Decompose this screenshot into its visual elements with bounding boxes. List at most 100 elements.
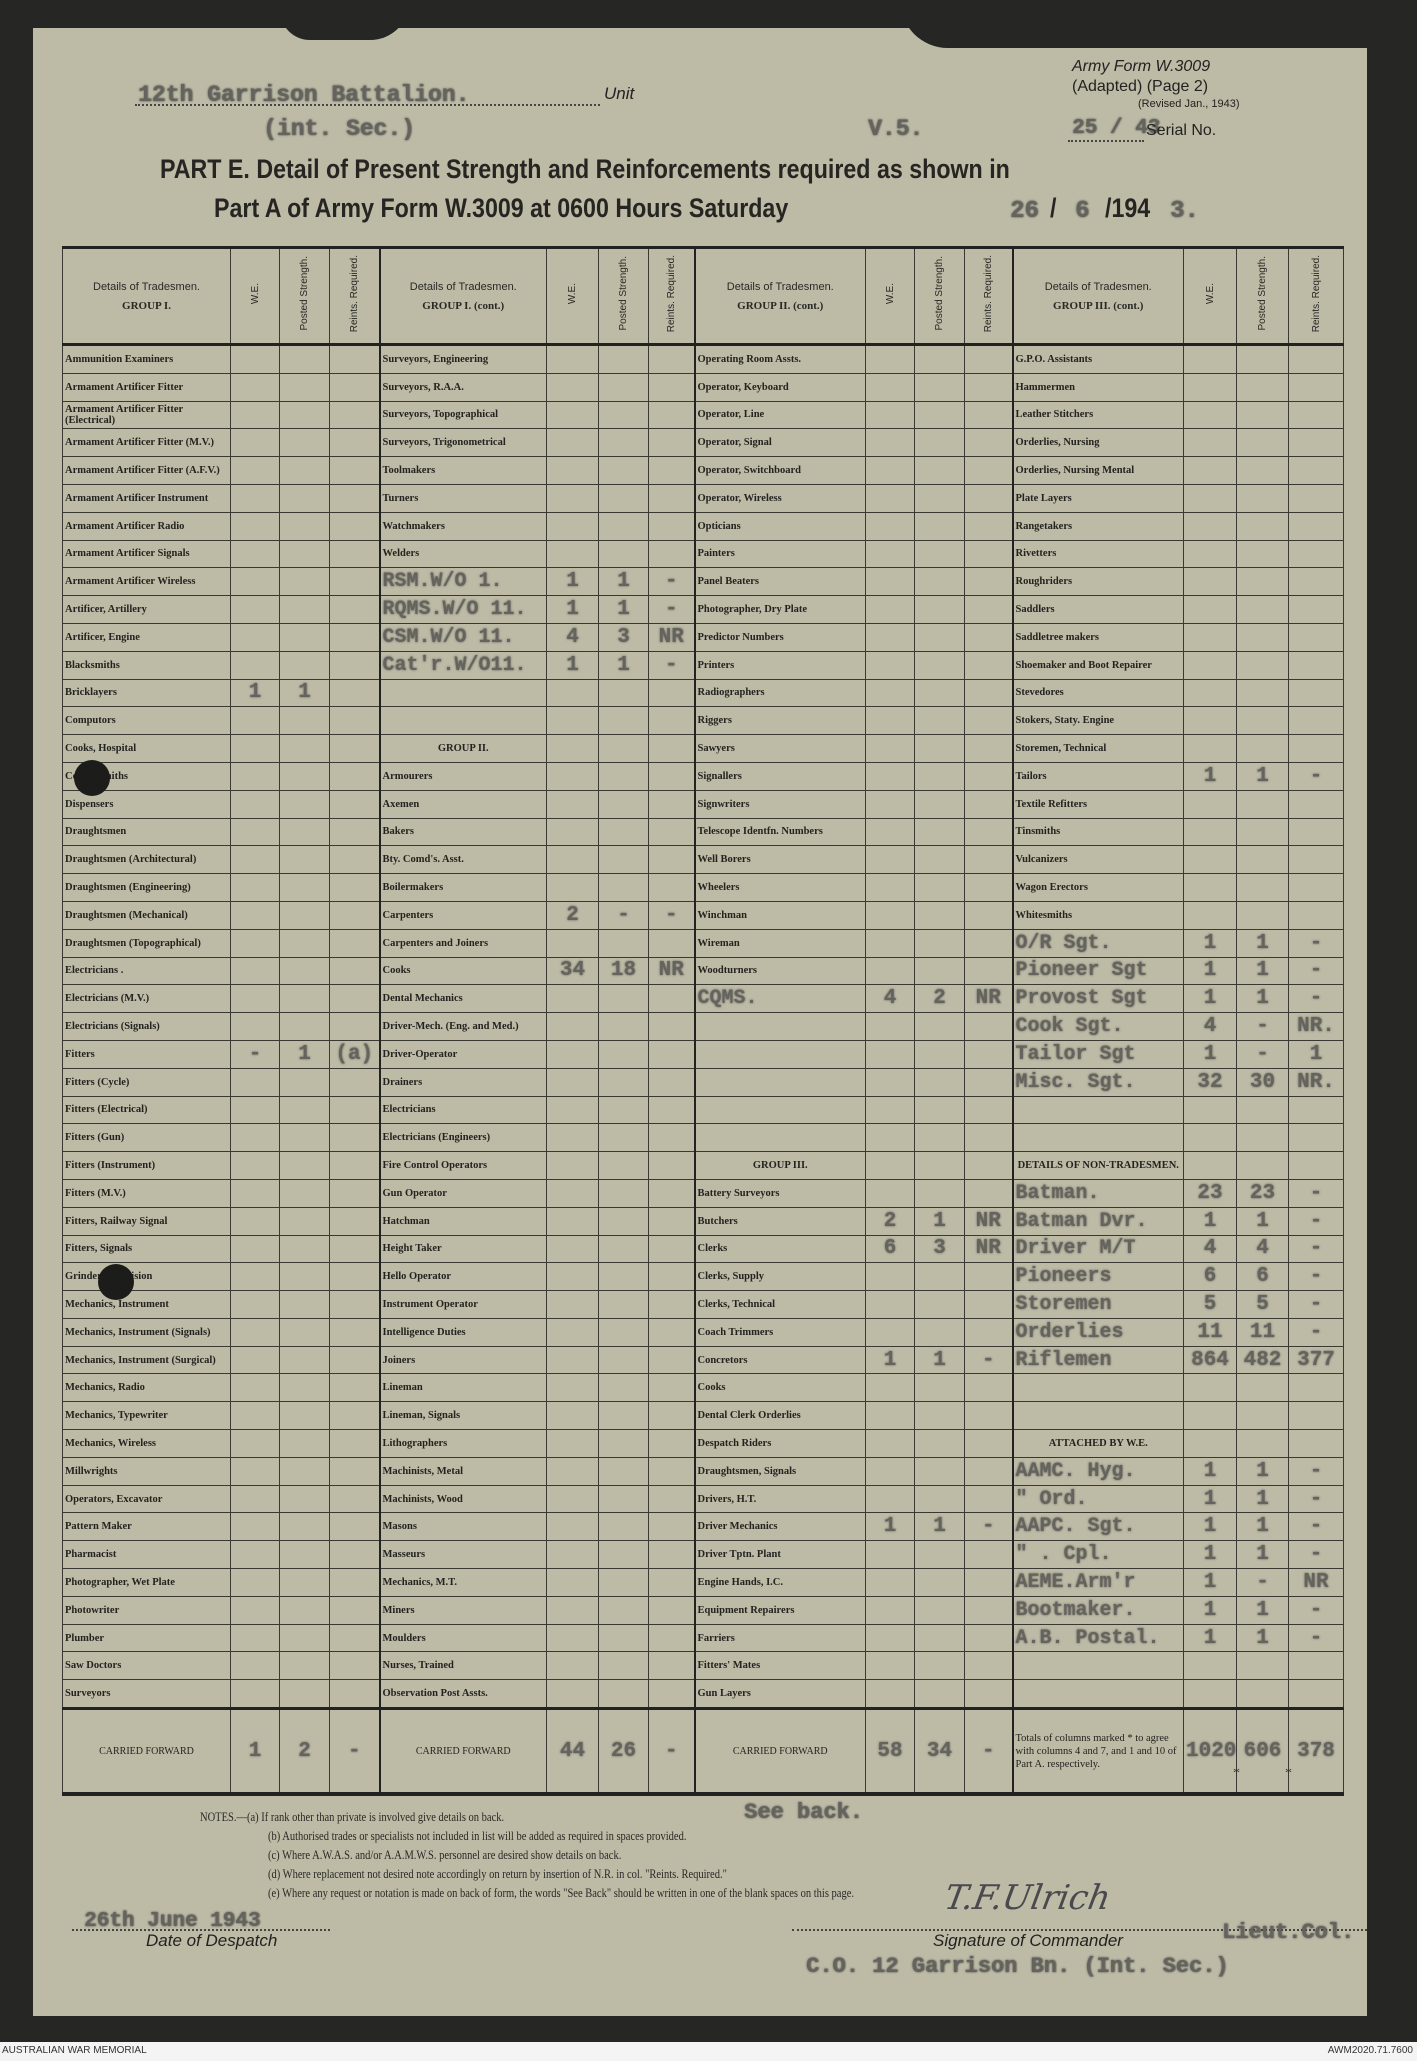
entry-cell-ps[interactable] bbox=[914, 1623, 965, 1653]
entry-cell-we[interactable]: 1 bbox=[1183, 928, 1237, 958]
entry-cell-rr[interactable]: - bbox=[1288, 1178, 1344, 1208]
entry-cell-we[interactable] bbox=[865, 344, 915, 374]
entry-cell-we[interactable] bbox=[865, 456, 915, 485]
entry-cell-ps[interactable] bbox=[914, 1429, 965, 1458]
entry-cell-we[interactable] bbox=[1183, 789, 1237, 819]
entry-cell-rr[interactable] bbox=[648, 372, 696, 402]
entry-cell-ps[interactable] bbox=[914, 1067, 965, 1097]
entry-cell-ps[interactable] bbox=[1236, 539, 1289, 569]
entry-cell-ps[interactable] bbox=[279, 1401, 330, 1431]
entry-cell-we[interactable] bbox=[865, 1540, 915, 1570]
entry-cell-we[interactable] bbox=[1183, 1429, 1237, 1458]
entry-cell-we[interactable]: 1 bbox=[230, 678, 280, 708]
carried-forward-we[interactable]: 58 bbox=[865, 1707, 915, 1795]
entry-cell-we[interactable]: 23 bbox=[1183, 1178, 1237, 1208]
entry-cell-rr[interactable]: - bbox=[1288, 1484, 1344, 1514]
entry-cell-rr[interactable]: - bbox=[648, 567, 696, 597]
entry-cell-we[interactable] bbox=[546, 1039, 599, 1069]
entry-cell-rr[interactable] bbox=[1288, 344, 1344, 374]
entry-cell-rr[interactable] bbox=[1288, 622, 1344, 652]
entry-cell-ps[interactable] bbox=[914, 539, 965, 569]
entry-cell-we[interactable] bbox=[546, 678, 599, 708]
entry-cell-rr[interactable] bbox=[964, 1317, 1014, 1347]
entry-cell-we[interactable]: 34 bbox=[546, 956, 599, 986]
entry-cell-rr[interactable] bbox=[1288, 900, 1344, 930]
entry-cell-we[interactable] bbox=[546, 1317, 599, 1347]
entry-cell-ps[interactable]: 1 bbox=[1236, 1206, 1289, 1236]
entry-cell-rr[interactable] bbox=[648, 1568, 696, 1597]
entry-cell-ps[interactable] bbox=[598, 1512, 649, 1542]
entry-cell-ps[interactable] bbox=[914, 1456, 965, 1486]
entry-cell-we[interactable] bbox=[865, 595, 915, 624]
entry-cell-we[interactable] bbox=[546, 511, 599, 541]
entry-cell-we[interactable] bbox=[1183, 372, 1237, 402]
entry-cell-ps[interactable] bbox=[598, 984, 649, 1014]
entry-cell-we[interactable] bbox=[546, 428, 599, 458]
entry-cell-we[interactable] bbox=[230, 483, 280, 513]
entry-cell-ps[interactable] bbox=[914, 1095, 965, 1125]
entry-cell-ps[interactable] bbox=[1236, 622, 1289, 652]
entry-cell-rr[interactable] bbox=[1288, 400, 1344, 430]
entry-cell-ps[interactable]: 4 bbox=[1236, 1234, 1289, 1264]
entry-cell-rr[interactable] bbox=[329, 873, 381, 902]
entry-cell-we[interactable] bbox=[1183, 595, 1237, 624]
entry-cell-ps[interactable]: 3 bbox=[914, 1234, 965, 1264]
entry-cell-rr[interactable] bbox=[329, 1095, 381, 1125]
entry-cell-we[interactable] bbox=[865, 1012, 915, 1041]
entry-cell-we[interactable] bbox=[546, 789, 599, 819]
entry-cell-rr[interactable] bbox=[964, 928, 1014, 958]
entry-cell-ps[interactable] bbox=[914, 1178, 965, 1208]
entry-cell-we[interactable] bbox=[230, 372, 280, 402]
carried-forward-ps[interactable]: 34 bbox=[914, 1707, 965, 1795]
entry-cell-we[interactable]: 32 bbox=[1183, 1067, 1237, 1097]
entry-cell-rr[interactable] bbox=[1288, 372, 1344, 402]
entry-cell-ps[interactable] bbox=[1236, 344, 1289, 374]
carried-forward-ps[interactable]: 26 bbox=[598, 1707, 649, 1795]
entry-cell-we[interactable] bbox=[546, 984, 599, 1014]
entry-cell-ps[interactable] bbox=[279, 400, 330, 430]
entry-cell-we[interactable] bbox=[546, 1401, 599, 1431]
entry-cell-rr[interactable] bbox=[329, 1512, 381, 1542]
entry-cell-ps[interactable] bbox=[598, 873, 649, 902]
entry-cell-we[interactable] bbox=[1183, 1095, 1237, 1125]
entry-cell-rr[interactable] bbox=[648, 1012, 696, 1041]
entry-cell-we[interactable] bbox=[546, 1373, 599, 1403]
entry-cell-rr[interactable] bbox=[1288, 1679, 1344, 1710]
entry-cell-ps[interactable] bbox=[914, 1679, 965, 1710]
entry-cell-we[interactable] bbox=[1183, 539, 1237, 569]
entry-cell-we[interactable] bbox=[865, 873, 915, 902]
entry-cell-ps[interactable] bbox=[914, 1540, 965, 1570]
entry-cell-ps[interactable] bbox=[1236, 372, 1289, 402]
entry-cell-ps[interactable] bbox=[598, 1540, 649, 1570]
entry-cell-ps[interactable] bbox=[598, 1206, 649, 1236]
entry-cell-rr[interactable] bbox=[1288, 873, 1344, 902]
entry-cell-rr[interactable] bbox=[329, 1679, 381, 1710]
entry-cell-we[interactable]: 1 bbox=[546, 595, 599, 624]
entry-cell-rr[interactable] bbox=[329, 1651, 381, 1681]
entry-cell-we[interactable]: 1 bbox=[1183, 1512, 1237, 1542]
entry-cell-we[interactable] bbox=[1183, 845, 1237, 875]
entry-cell-we[interactable] bbox=[865, 900, 915, 930]
entry-cell-ps[interactable] bbox=[598, 1012, 649, 1041]
entry-cell-ps[interactable] bbox=[598, 761, 649, 791]
entry-cell-ps[interactable] bbox=[1236, 734, 1289, 763]
entry-cell-we[interactable] bbox=[1183, 483, 1237, 513]
entry-cell-rr[interactable] bbox=[648, 1123, 696, 1153]
entry-cell-ps[interactable]: 5 bbox=[1236, 1290, 1289, 1319]
entry-cell-ps[interactable] bbox=[1236, 1373, 1289, 1403]
entry-cell-we[interactable]: 1 bbox=[1183, 984, 1237, 1014]
entry-cell-rr[interactable] bbox=[648, 1234, 696, 1264]
entry-cell-rr[interactable] bbox=[964, 1151, 1014, 1180]
entry-cell-we[interactable] bbox=[1183, 706, 1237, 736]
entry-cell-we[interactable] bbox=[865, 428, 915, 458]
entry-cell-we[interactable] bbox=[230, 539, 280, 569]
entry-cell-rr[interactable]: - bbox=[1288, 1290, 1344, 1319]
entry-cell-we[interactable] bbox=[865, 1429, 915, 1458]
entry-cell-ps[interactable] bbox=[1236, 873, 1289, 902]
entry-cell-we[interactable] bbox=[546, 1012, 599, 1041]
entry-cell-we[interactable] bbox=[230, 734, 280, 763]
entry-cell-rr[interactable] bbox=[329, 1290, 381, 1319]
entry-cell-rr[interactable] bbox=[1288, 539, 1344, 569]
entry-cell-we[interactable] bbox=[865, 1290, 915, 1319]
entry-cell-we[interactable] bbox=[1183, 511, 1237, 541]
